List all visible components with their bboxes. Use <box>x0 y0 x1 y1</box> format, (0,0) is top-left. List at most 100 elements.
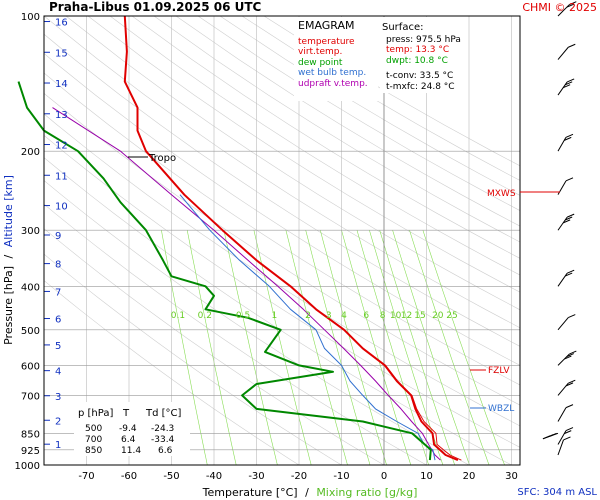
dry-adiabat <box>44 253 342 465</box>
legend-box <box>294 17 378 101</box>
altitude-tick-label: 10 <box>55 202 68 213</box>
x-tick-label: -20 <box>291 471 307 482</box>
mixing-ratio-line <box>253 230 312 465</box>
wind-barb-icon <box>557 216 568 231</box>
y-axis-title-altitude: Altitude [km] <box>2 175 15 247</box>
x-tick-label: -50 <box>163 471 179 482</box>
wind-barb-icon <box>568 314 576 319</box>
altitude-tick-label: 3 <box>55 392 61 403</box>
wind-barb-icon <box>557 272 568 287</box>
mixing-ratio-label: 2 <box>305 311 311 321</box>
mixing-ratio-line <box>369 230 444 465</box>
dry-adiabat <box>153 16 520 243</box>
wind-barb-icon <box>564 430 572 435</box>
wind-barb-icon <box>565 404 574 409</box>
mixing-ratio-label: 12 <box>401 311 412 321</box>
dry-adiabat <box>87 16 520 293</box>
altitude-tick-label: 4 <box>55 367 61 378</box>
altitude-tick-label: 15 <box>55 48 68 59</box>
mixing-ratio-label: 0.5 <box>236 311 250 321</box>
wbzl-label: WBZL <box>488 404 514 414</box>
wind-barb-icon <box>557 81 568 96</box>
wind-barb-icon <box>563 436 571 441</box>
wind-barb-icon <box>557 439 564 456</box>
wind-barb-icon <box>557 407 567 422</box>
level-table-cell: -24.3 <box>151 424 174 434</box>
mixing-ratio-label: 10 <box>390 311 402 321</box>
level-table-header-t: T <box>122 408 130 419</box>
mixing-ratio-label: 20 <box>432 311 444 321</box>
mixing-ratio-line <box>392 230 470 465</box>
level-table-header-p: p [hPa] <box>78 408 113 419</box>
wind-barb-icon <box>564 216 573 221</box>
pressure-tick-label: 400 <box>21 282 40 293</box>
x-tick-label: 30 <box>505 471 518 482</box>
x-tick-label: -70 <box>78 471 94 482</box>
wind-barb-icon <box>566 213 575 218</box>
series-wet-bulb-temp <box>179 194 436 461</box>
plot-frame <box>43 15 521 466</box>
legend-item-virt-temp: virt.temp. <box>298 47 342 57</box>
altitude-tick-label: 7 <box>55 287 61 298</box>
mixing-ratio-label: 8 <box>380 311 386 321</box>
legend-title: EMAGRAM <box>298 19 355 32</box>
x-axis-title: Temperature [°C] / Mixing ratio [g/kg] <box>202 486 418 499</box>
series-udpraft-v-temp <box>52 107 441 461</box>
mixing-ratio-label: 1 <box>272 311 278 321</box>
wind-barb-icon <box>566 269 575 274</box>
wind-barb-icon <box>568 43 576 48</box>
level-table-cell: 11.4 <box>121 446 141 456</box>
surface-box <box>380 17 464 93</box>
pressure-tick-label: 200 <box>21 147 40 158</box>
x-tick-label: -40 <box>206 471 222 482</box>
altitude-tick-label: 14 <box>55 79 68 90</box>
level-table-cell: 6.6 <box>158 446 173 456</box>
pressure-tick-label: 100 <box>21 12 40 23</box>
surface-title: Surface: <box>382 22 423 33</box>
wind-barb-icon <box>565 382 574 387</box>
x-axis-title-slash: / <box>305 486 309 499</box>
wind-barb-icon <box>557 430 567 445</box>
altitude-tick-label: 13 <box>55 110 68 121</box>
altitude-tick-label: 12 <box>55 141 68 152</box>
surface-dwpt: dwpt: 10.8 °C <box>386 56 448 66</box>
wind-barb-icon <box>569 350 577 355</box>
altitude-tick-label: 9 <box>55 231 61 242</box>
dry-adiabat <box>219 16 520 196</box>
y-axis-title: Pressure [hPa] / Altitude [km] <box>2 175 15 345</box>
wind-barb-icon <box>564 272 573 277</box>
level-table-cell: 700 <box>85 435 102 445</box>
mixing-ratio-label: 4 <box>341 311 347 321</box>
mixing-ratio-line <box>223 230 278 465</box>
level-table-cell: 6.4 <box>121 435 136 445</box>
dry-adiabat <box>197 16 520 211</box>
pressure-tick-label: 500 <box>21 326 40 337</box>
altitude-tick-label: 11 <box>55 171 68 182</box>
altitude-tick-label: 16 <box>55 18 68 29</box>
level-table-header-td: Td [°C] <box>145 408 182 419</box>
legend-item-temperature: temperature <box>298 37 355 47</box>
wind-barb-icon <box>569 1 577 6</box>
wind-barb-icon <box>564 136 572 141</box>
mixing-ratio-line <box>409 230 490 465</box>
surface-tmxfc: t-mxfc: 24.8 °C <box>386 82 455 92</box>
y-axis-title-pressure: Pressure [hPa] <box>2 266 15 345</box>
wind-barb-icon <box>557 317 569 331</box>
series-temperature <box>123 15 459 462</box>
pressure-tick-label: 1000 <box>15 461 40 472</box>
wind-barb-icon <box>568 379 576 384</box>
dry-adiabat <box>44 52 520 366</box>
x-axis-title-mixing: Mixing ratio [g/kg] <box>316 486 417 499</box>
dry-adiabat <box>109 16 520 276</box>
wind-barb-icon <box>562 84 571 89</box>
wind-barb-icon <box>557 137 567 152</box>
pressure-tick-label: 700 <box>21 391 40 402</box>
x-axis-title-temp: Temperature [°C] <box>202 486 298 499</box>
mixing-ratio-label: 25 <box>446 311 457 321</box>
x-tick-label: 20 <box>463 471 476 482</box>
altitude-tick-label: 1 <box>55 440 61 451</box>
tropopause-label: Tropo <box>148 153 176 164</box>
level-table-cell: -9.4 <box>119 424 137 434</box>
wind-barb-icon <box>565 133 574 138</box>
